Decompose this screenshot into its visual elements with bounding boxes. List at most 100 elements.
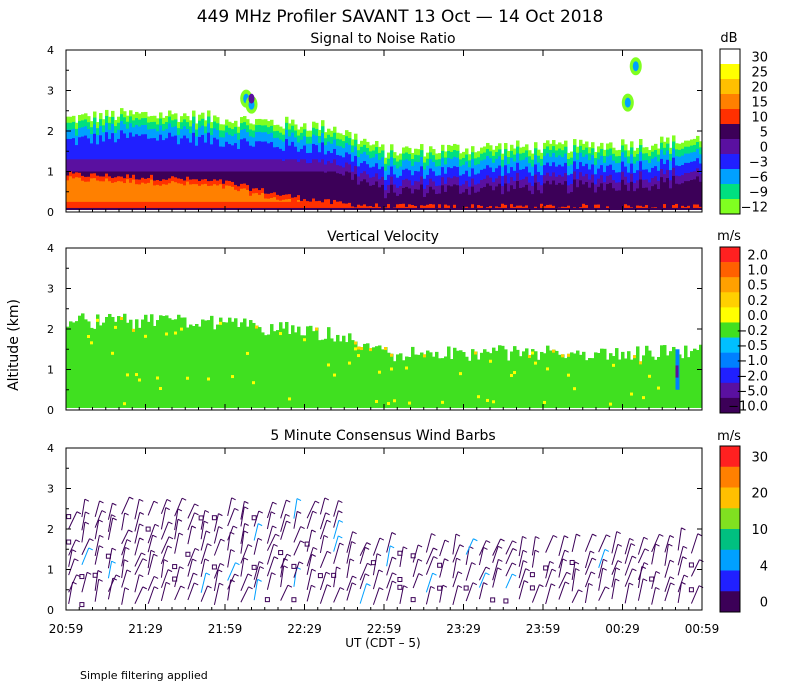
snr-cell xyxy=(288,171,292,210)
snr-cell xyxy=(309,171,313,210)
velocity-cell xyxy=(693,348,697,408)
wind-barb xyxy=(677,582,683,603)
snr-cell xyxy=(519,188,523,210)
y-tick-label: 0 xyxy=(47,206,54,219)
snr-cell xyxy=(195,184,199,202)
velocity-cell xyxy=(603,348,607,408)
velocity-cell xyxy=(162,315,166,408)
velocity-cell xyxy=(258,327,262,408)
velocity-cell xyxy=(225,322,229,408)
wind-barb xyxy=(165,507,170,511)
wind-barb xyxy=(270,511,276,515)
snr-cell xyxy=(417,189,421,210)
velocity-cell xyxy=(663,345,667,408)
snr-cell xyxy=(558,182,562,210)
snr-cell xyxy=(432,189,436,210)
wind-barb xyxy=(598,586,606,601)
wind-barb xyxy=(333,500,339,517)
snr-cell xyxy=(624,184,628,210)
wind-barb-calm xyxy=(503,598,509,604)
snr-cell xyxy=(405,206,409,208)
wind-barb xyxy=(497,545,503,549)
snr-cell xyxy=(621,179,625,210)
snr-cell xyxy=(351,179,355,210)
wind-barb xyxy=(497,567,502,571)
wind-barb xyxy=(99,500,104,504)
snr-cell xyxy=(192,184,196,202)
wind-barb xyxy=(84,498,90,502)
snr-cell xyxy=(369,185,373,210)
snr-cell xyxy=(162,184,166,202)
wind-barb xyxy=(669,535,675,538)
wind-barb xyxy=(296,510,302,514)
wind-barb xyxy=(478,540,487,556)
snr-cell xyxy=(642,187,646,210)
snr-cell xyxy=(330,171,334,210)
wind-barb-calm xyxy=(410,553,416,559)
wind-barb xyxy=(483,546,488,550)
wind-barb xyxy=(266,511,272,530)
wind-barb xyxy=(628,582,634,586)
velocity-cell xyxy=(498,345,502,408)
snr-cell xyxy=(561,184,565,210)
velocity-cell xyxy=(213,329,217,408)
wind-barb xyxy=(359,573,366,590)
wind-barb xyxy=(75,539,80,543)
wind-barb xyxy=(584,533,593,552)
snr-cell xyxy=(549,204,553,208)
wind-barb xyxy=(283,565,288,569)
snr-cell xyxy=(534,206,538,208)
velocity-cell xyxy=(468,360,472,408)
wind-barb xyxy=(478,582,484,600)
velocity-cell xyxy=(666,355,670,408)
wind-barb xyxy=(141,552,146,556)
velocity-cell xyxy=(138,378,141,382)
velocity-cell xyxy=(120,316,124,408)
snr-cell xyxy=(642,206,646,208)
wind-barb xyxy=(465,562,473,581)
wind-barb xyxy=(147,576,155,591)
wind-barb xyxy=(690,559,700,577)
snr-cell xyxy=(248,93,255,104)
snr-cell xyxy=(477,191,481,210)
snr-cell xyxy=(498,207,502,208)
wind-barb xyxy=(280,553,288,569)
colorbar-label: 30 xyxy=(751,450,768,465)
velocity-cell xyxy=(153,325,157,408)
wind-barb xyxy=(142,558,147,562)
colorbar-frame xyxy=(719,48,741,215)
wind-barb xyxy=(552,534,558,538)
velocity-cell xyxy=(534,351,538,408)
velocity-cell xyxy=(156,376,159,380)
snr-cell xyxy=(441,185,445,210)
snr-cell xyxy=(654,207,658,208)
velocity-cell xyxy=(642,355,646,408)
wind-barb xyxy=(591,557,597,561)
wind-barb xyxy=(485,566,491,570)
snr-cell xyxy=(555,184,559,210)
wind-barb xyxy=(192,558,197,562)
velocity-cell xyxy=(474,351,478,408)
snr-cell xyxy=(312,171,316,210)
velocity-cell xyxy=(528,355,531,359)
wind-barb xyxy=(392,580,397,584)
snr-cell xyxy=(297,171,301,210)
wind-barb xyxy=(631,555,637,559)
wind-barb xyxy=(367,562,372,566)
snr-cell xyxy=(357,184,361,210)
snr-cell xyxy=(450,186,454,210)
wind-barb-calm xyxy=(304,541,310,547)
wind-barb xyxy=(682,556,687,560)
snr-cell xyxy=(339,173,343,210)
velocity-cell xyxy=(576,350,580,408)
snr-cell xyxy=(573,207,577,208)
wind-barb xyxy=(124,587,130,591)
wind-barb xyxy=(637,548,646,564)
snr-cell xyxy=(369,205,373,208)
velocity-cell xyxy=(348,333,352,408)
snr-cell xyxy=(651,207,655,208)
snr-cell xyxy=(72,178,76,202)
wind-barb xyxy=(378,569,384,573)
velocity-cell xyxy=(159,315,163,408)
